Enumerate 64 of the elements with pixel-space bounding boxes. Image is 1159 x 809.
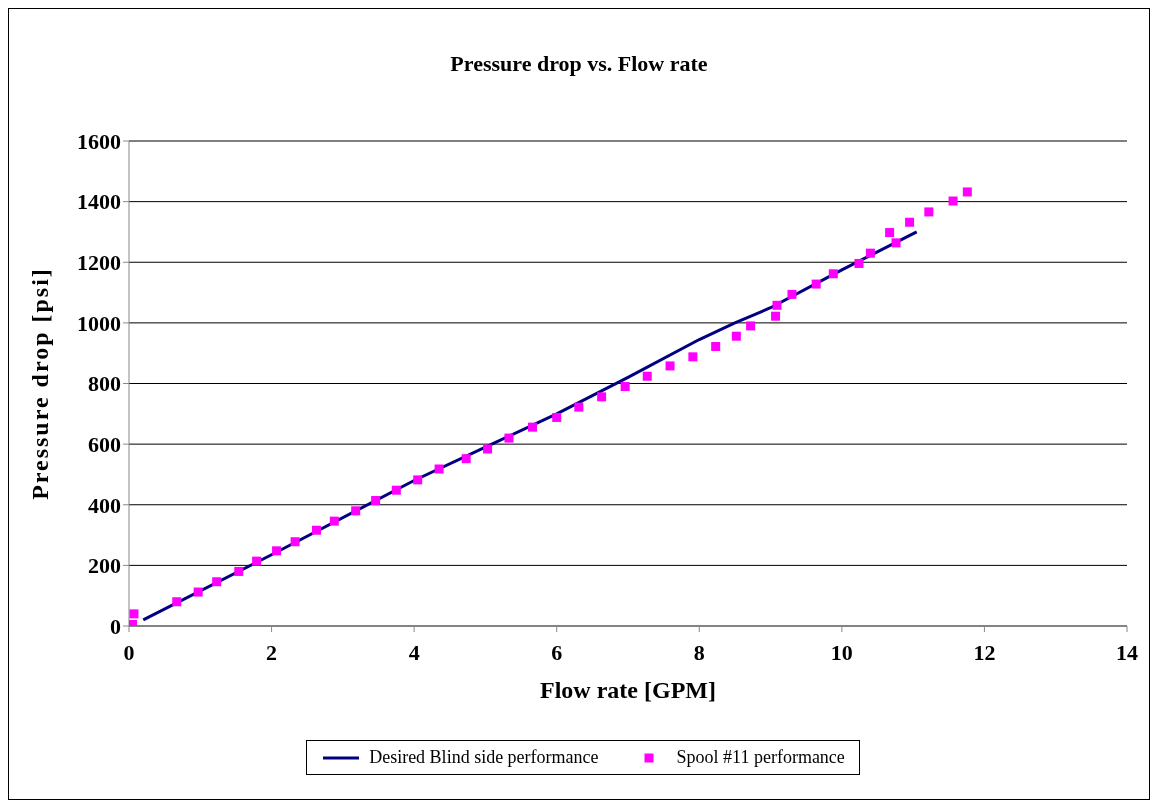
point: [311, 525, 321, 535]
point: [787, 289, 797, 299]
y-axis-title: Pressure drop [psi]: [26, 267, 53, 500]
x-axis-title: Flow rate [GPM]: [540, 677, 716, 703]
point: [371, 496, 381, 506]
point: [642, 371, 652, 381]
point: [885, 228, 895, 238]
point: [329, 516, 339, 526]
y-tick-label: 200: [88, 553, 121, 579]
x-tick-label: 10: [830, 639, 853, 665]
y-tick-label: 1200: [77, 250, 121, 276]
x-tick-label: 12: [973, 639, 996, 665]
point: [483, 444, 493, 454]
point: [711, 342, 721, 352]
point: [688, 352, 698, 362]
y-tick-label: 1400: [77, 189, 121, 215]
point: [504, 433, 514, 443]
x-tick-label: 4: [408, 639, 420, 665]
point: [574, 402, 584, 412]
point: [746, 321, 756, 331]
point: [552, 412, 562, 422]
point: [193, 587, 203, 597]
point: [665, 361, 675, 371]
point: [172, 597, 182, 607]
point: [962, 187, 972, 197]
point: [527, 422, 537, 432]
point: [905, 217, 915, 227]
point: [290, 537, 300, 547]
point: [129, 609, 139, 619]
point: [771, 311, 781, 321]
point: [351, 506, 361, 516]
point: [865, 248, 875, 258]
point: [597, 392, 607, 402]
point: [811, 279, 821, 289]
point: [772, 300, 782, 310]
point: [434, 464, 444, 474]
point: [731, 331, 741, 341]
x-tick-label: 6: [551, 639, 563, 665]
x-tick-label: 2: [266, 639, 278, 665]
point: [413, 475, 423, 485]
point: [854, 258, 864, 268]
x-tick-label: 8: [693, 639, 705, 665]
x-tick-label: 14: [1116, 639, 1138, 665]
legend-label: Desired Blind side performance: [369, 747, 599, 768]
legend-label: Spool #11 performance: [676, 747, 845, 768]
point: [252, 556, 262, 566]
y-tick-label: 1600: [77, 128, 121, 154]
point: [828, 269, 838, 279]
point: [272, 546, 282, 556]
y-tick-label: 0: [110, 613, 121, 639]
y-tick-label: 600: [88, 431, 121, 457]
point: [461, 454, 471, 464]
point: [234, 566, 244, 576]
point: [620, 382, 630, 392]
point: [391, 485, 401, 495]
point: [212, 577, 222, 587]
point: [891, 238, 901, 248]
y-tick-label: 400: [88, 492, 121, 518]
point: [948, 196, 958, 206]
y-tick-label: 800: [88, 371, 121, 397]
point: [924, 207, 934, 217]
y-tick-label: 1000: [77, 310, 121, 336]
chart-title: Pressure drop vs. Flow rate: [449, 51, 709, 78]
line-series: [141, 230, 919, 622]
